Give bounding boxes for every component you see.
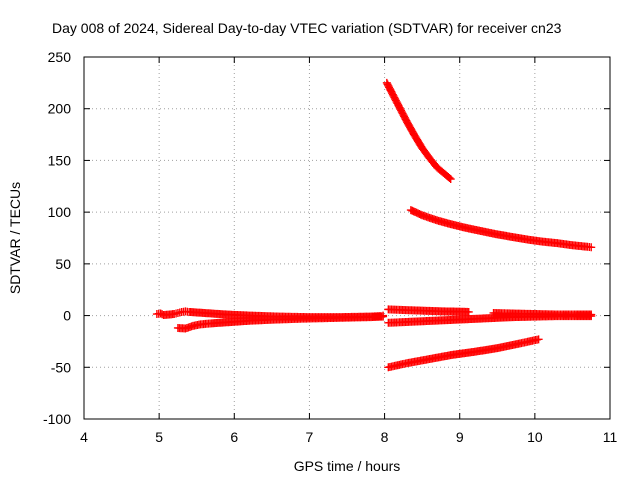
x-tick-label: 5 bbox=[155, 429, 163, 445]
data-point-marker bbox=[534, 335, 543, 344]
y-tick-label: -50 bbox=[51, 359, 71, 375]
y-tick-label: 100 bbox=[48, 204, 72, 220]
data-series bbox=[152, 78, 596, 372]
y-tick-label: 0 bbox=[63, 308, 71, 324]
y-tick-label: 250 bbox=[48, 49, 72, 65]
x-axis-label: GPS time / hours bbox=[294, 458, 401, 474]
y-tick-label: -100 bbox=[43, 411, 71, 427]
grid-lines bbox=[84, 57, 610, 419]
data-series-track bbox=[382, 78, 455, 184]
data-point-marker bbox=[379, 312, 388, 321]
x-tick-label: 8 bbox=[381, 429, 389, 445]
data-series-track bbox=[384, 305, 473, 316]
data-point-marker bbox=[446, 175, 455, 184]
data-series-track bbox=[406, 206, 596, 252]
x-tick-label: 6 bbox=[230, 429, 238, 445]
y-tick-label: 150 bbox=[48, 152, 72, 168]
y-tick-label: 200 bbox=[48, 101, 72, 117]
data-series-track bbox=[489, 308, 596, 319]
x-tick-label: 7 bbox=[306, 429, 314, 445]
y-axis-label: SDTVAR / TECUs bbox=[7, 182, 23, 294]
plot-frame bbox=[83, 56, 611, 420]
data-series-track bbox=[173, 312, 388, 333]
data-point-marker bbox=[587, 243, 596, 252]
x-tick-label: 9 bbox=[456, 429, 464, 445]
y-tick-label: 50 bbox=[55, 256, 71, 272]
data-point-marker bbox=[587, 310, 596, 319]
x-tick-label: 10 bbox=[527, 429, 543, 445]
data-point-marker bbox=[464, 307, 473, 316]
data-point-marker bbox=[445, 174, 454, 183]
x-tick-label: 11 bbox=[603, 429, 618, 445]
x-tick-label: 4 bbox=[80, 429, 88, 445]
axis-ticks: 4 5 6 7 8 9 10 11 -100 -50 0 50 100 150 200 250 bbox=[43, 49, 618, 445]
data-series-track bbox=[384, 335, 543, 372]
chart-title: Day 008 of 2024, Sidereal Day-to-day VTE… bbox=[52, 20, 562, 36]
